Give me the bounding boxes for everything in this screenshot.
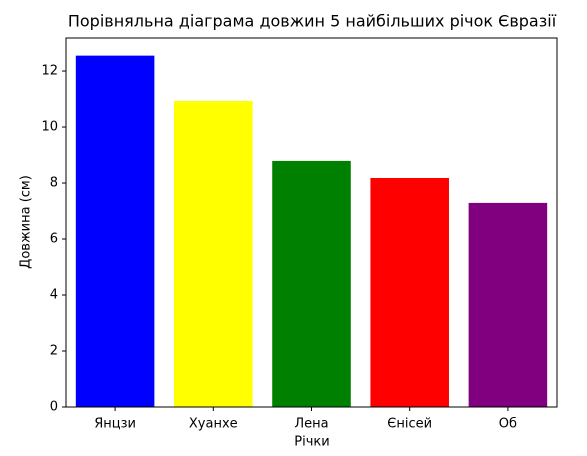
bar bbox=[174, 100, 253, 408]
plot-frame bbox=[65, 37, 558, 408]
y-tick-label: 10 bbox=[41, 120, 58, 135]
y-tick-label: 6 bbox=[50, 232, 58, 247]
y-tick-label: 4 bbox=[50, 288, 58, 303]
x-tick-label: Янцзи bbox=[94, 417, 136, 432]
y-axis-label: Довжина (см) bbox=[19, 175, 34, 269]
y-tick-label: 12 bbox=[41, 64, 58, 79]
bar bbox=[468, 202, 548, 407]
bar bbox=[75, 55, 155, 407]
x-axis-label: Річки bbox=[294, 435, 329, 450]
x-tick-label: Об bbox=[499, 417, 517, 432]
bar bbox=[272, 160, 351, 407]
x-tick-label: Хуанхе bbox=[189, 417, 238, 432]
chart-title: Порівняльна діаграма довжин 5 найбільших… bbox=[68, 12, 557, 31]
y-tick-label: 0 bbox=[50, 400, 58, 415]
y-tick-label: 8 bbox=[50, 176, 58, 191]
x-tick-label: Лена bbox=[294, 417, 328, 432]
y-tick-label: 2 bbox=[50, 344, 58, 359]
bar bbox=[370, 177, 449, 407]
x-tick-label: Єнісей bbox=[387, 417, 432, 432]
